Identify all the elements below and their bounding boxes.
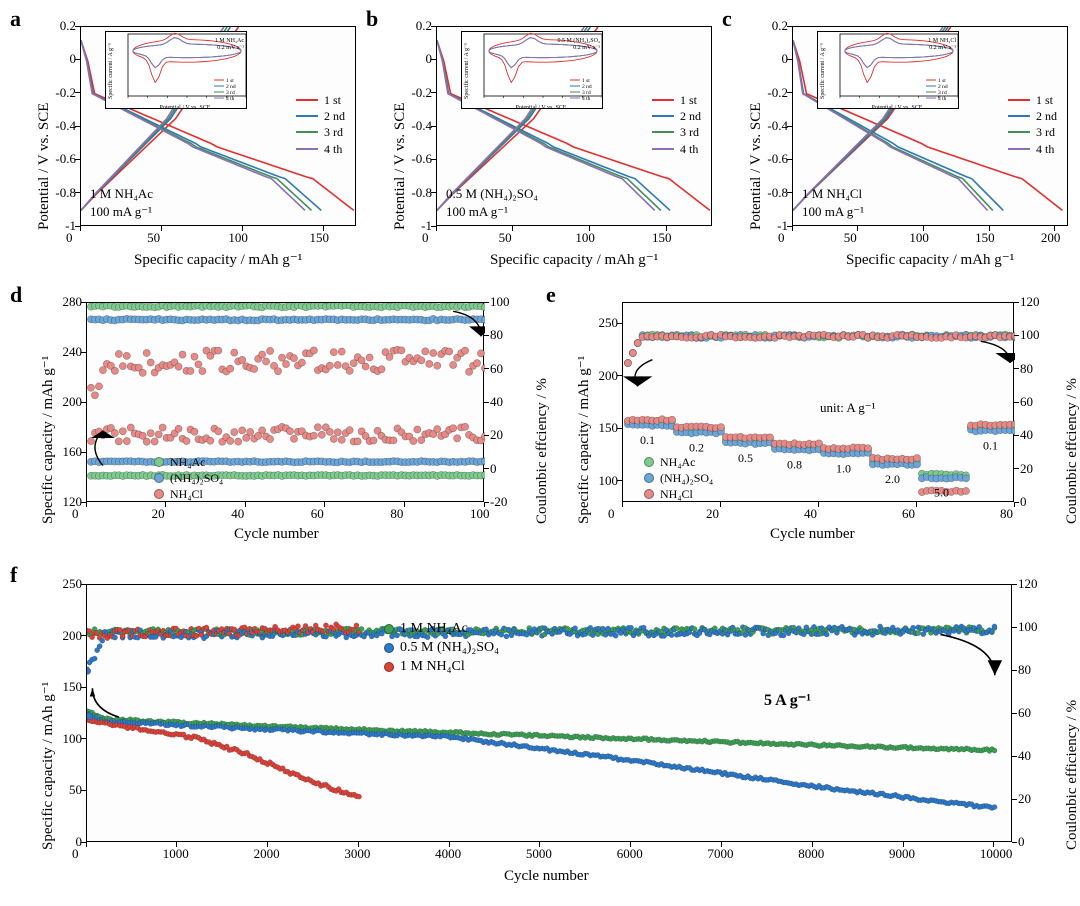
panel-e-y2label: Coulonbic effciency / % [1064, 378, 1080, 524]
svg-text:Potential / V vs. SCE: Potential / V vs. SCE [516, 105, 567, 110]
panel-c: Potential / V vs. SCE Potential / V vs. … [736, 12, 1076, 272]
panel-e-legend: NH₄Ac(NH₄)₂SO₄NH₄Cl [644, 454, 713, 503]
panel-c-rate: 100 mA g⁻¹ [802, 204, 864, 220]
panel-b-xlabel: Specific capacity / mAh g⁻¹ [490, 250, 658, 269]
panel-b-legend: 1 st2 nd3 rd4 th [652, 92, 701, 157]
svg-text:1.0: 1.0 [836, 461, 851, 475]
panel-b-inset: Potential / V vs. SCE Specific current / … [461, 31, 603, 109]
svg-text:0.2: 0.2 [689, 440, 704, 454]
svg-text:0.5 M (NH₄)₂SO₄: 0.5 M (NH₄)₂SO₄ [558, 37, 600, 44]
panel-c-inset: Potential / V vs. SCE Specific current / … [817, 31, 959, 109]
panel-b: Potential / V vs. SCE Potential / V vs. … [380, 12, 720, 272]
panel-letter-c: c [722, 6, 732, 32]
svg-text:1 M NH₄Cl: 1 M NH₄Cl [928, 38, 956, 44]
panel-d-plot [86, 302, 484, 502]
panel-c-legend: 1 st2 nd3 rd4 th [1008, 92, 1057, 157]
panel-e-unit: unit: A g⁻¹ [820, 400, 876, 416]
svg-text:0.5: 0.5 [738, 451, 753, 465]
panel-f-y2label: Coulonbic efficiency / % [1064, 700, 1080, 850]
svg-text:0.1: 0.1 [983, 438, 998, 452]
panel-d-legend: NH₄Ac(NH₄)₂SO₄NH₄Cl [154, 454, 223, 503]
panel-a: Potential / V vs. SCE Potential / V vs. … [24, 12, 364, 272]
svg-text:0.2 mV s⁻¹: 0.2 mV s⁻¹ [929, 45, 956, 51]
svg-text:0.1: 0.1 [640, 433, 655, 447]
svg-text:5.0: 5.0 [934, 486, 949, 500]
panel-a-xlabel: Specific capacity / mAh g⁻¹ [134, 250, 302, 269]
svg-text:Specific current / A g⁻¹: Specific current / A g⁻¹ [463, 43, 470, 99]
panel-b-electrolyte: 0.5 M (NH₄)₂SO₄ [446, 186, 538, 202]
panel-f-legend: 1 M NH₄Ac0.5 M (NH₄)₂SO₄1 M NH₄Cl [384, 620, 499, 677]
panel-f-rate: 5 A g⁻¹ [764, 690, 811, 710]
panel-letter-b: b [366, 6, 378, 32]
panel-b-rate: 100 mA g⁻¹ [446, 204, 508, 220]
svg-text:0.8: 0.8 [787, 457, 802, 471]
svg-text:Potential / V vs. SCE: Potential / V vs. SCE [872, 105, 923, 110]
panel-a-rate: 100 mA g⁻¹ [90, 204, 152, 220]
panel-c-xlabel: Specific capacity / mAh g⁻¹ [846, 250, 1014, 269]
panel-d-y2label: Coulonbic effciency / % [534, 378, 551, 524]
panel-a-legend: 1 st2 nd3 rd4 th [296, 92, 345, 157]
panel-letter-e: e [546, 282, 556, 308]
svg-text:0.2 mV s⁻¹: 0.2 mV s⁻¹ [573, 45, 600, 51]
panel-letter-f: f [10, 562, 17, 588]
panel-letter-a: a [10, 6, 21, 32]
panel-e-xlabel: Cycle number [770, 526, 855, 543]
panel-f-ylabel: Specific capacity / mAh g⁻¹ [38, 682, 57, 850]
svg-text:4 th: 4 th [582, 96, 591, 102]
svg-text:4 th: 4 th [226, 96, 235, 102]
panel-f-xlabel: Cycle number [504, 868, 589, 885]
panel-e: Specific capacity / mAh g⁻¹ 0.10.20.50.8… [560, 288, 1074, 552]
svg-text:2.0: 2.0 [885, 472, 900, 486]
svg-text:1 M NH₄Ac: 1 M NH₄Ac [215, 38, 244, 44]
svg-text:Potential / V vs. SCE: Potential / V vs. SCE [160, 105, 211, 110]
panel-a-inset: Potential / V vs. SCE Specific current / … [105, 31, 247, 109]
svg-text:Specific current / A g⁻¹: Specific current / A g⁻¹ [107, 43, 114, 99]
panel-d: Specific capacity / mAh g⁻¹ Coulonbic ef… [24, 288, 544, 552]
svg-text:4 th: 4 th [938, 96, 947, 102]
svg-text:0.2 mV s⁻¹: 0.2 mV s⁻¹ [217, 45, 244, 51]
panel-letter-d: d [10, 282, 22, 308]
panel-d-xlabel: Cycle number [234, 526, 319, 543]
panel-f: Specific capacity / mAh g⁻¹ Coulonbic ef… [24, 570, 1074, 894]
figure-root: a b c d e f Potential / V vs. SCE Potent… [4, 4, 1076, 902]
panel-c-electrolyte: 1 M NH₄Cl [802, 186, 862, 202]
panel-f-plot [86, 584, 1012, 842]
svg-text:Specific current / A g⁻¹: Specific current / A g⁻¹ [819, 43, 826, 99]
panel-a-electrolyte: 1 M NH₄Ac [90, 186, 153, 202]
